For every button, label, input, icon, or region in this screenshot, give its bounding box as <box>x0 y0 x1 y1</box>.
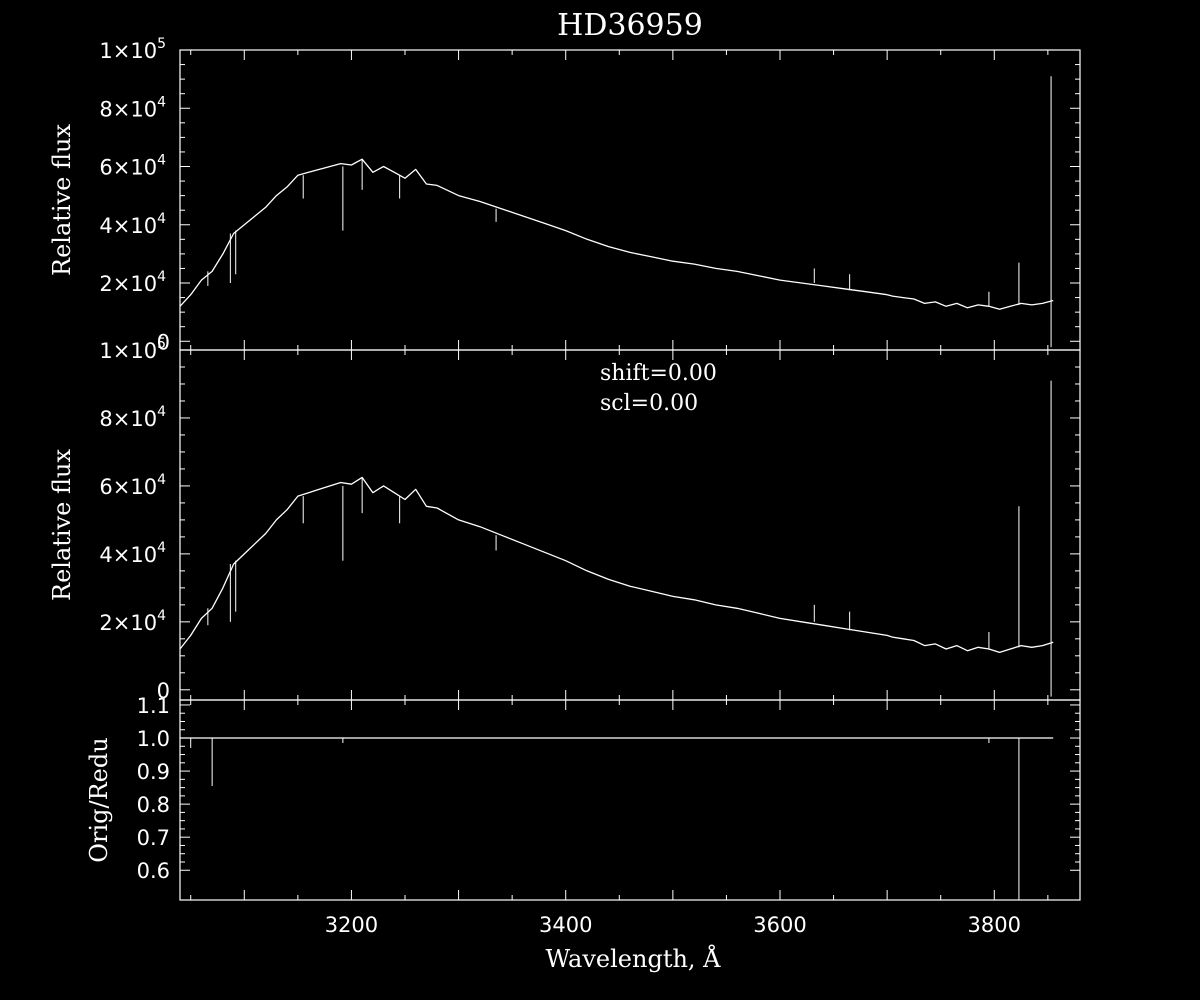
top-y-tick-exponent: 4 <box>157 269 166 285</box>
bottom-y-axis-label: Orig/Redu <box>85 737 113 862</box>
middle-y-tick-exponent: 4 <box>157 472 166 488</box>
x-tick-label: 3600 <box>753 913 806 937</box>
top-series-line <box>179 158 1054 310</box>
shift-annotation: shift=0.00 <box>600 361 717 386</box>
x-tick-label: 3200 <box>325 913 378 937</box>
middle-y-tick-label: 6×104 <box>99 472 166 499</box>
bottom-y-tick-label: 0.8 <box>137 793 170 817</box>
top-y-tick-label: 6×104 <box>99 153 166 180</box>
panel-bottom-frame <box>179 699 1081 901</box>
x-tick-label: 3400 <box>539 913 592 937</box>
bottom-y-tick-label: 0.9 <box>137 760 170 784</box>
middle-y-tick-exponent: 4 <box>157 608 166 624</box>
top-y-tick-exponent: 4 <box>157 153 166 169</box>
bottom-y-tick-label: 1.1 <box>137 694 170 718</box>
x-tick-label: 3800 <box>968 913 1021 937</box>
middle-y-tick-exponent: 4 <box>157 404 166 420</box>
top-y-tick-label: 0 <box>157 330 170 354</box>
middle-series-line <box>179 476 1054 654</box>
top-y-tick-label: 2×104 <box>99 269 166 296</box>
bottom-y-tick-label: 0.6 <box>137 859 170 883</box>
chart-title: HD36959 <box>557 8 703 43</box>
scale-annotation: scl=0.00 <box>600 391 698 416</box>
middle-y-tick-label: 8×104 <box>99 404 166 431</box>
top-y-tick-label: 1×105 <box>99 36 166 63</box>
top-y-tick-label: 8×104 <box>99 94 166 121</box>
middle-y-tick-label: 0 <box>157 679 170 703</box>
middle-y-tick-label: 2×104 <box>99 608 166 635</box>
middle-y-tick-label: 4×104 <box>99 540 166 567</box>
bottom-y-tick-label: 0.7 <box>137 826 170 850</box>
top-y-tick-label: 4×104 <box>99 211 166 238</box>
top-y-axis-label: Relative flux <box>48 124 76 276</box>
middle-y-tick-label: 1×105 <box>99 336 166 363</box>
top-y-tick-exponent: 5 <box>157 36 166 52</box>
top-y-tick-exponent: 4 <box>157 211 166 227</box>
middle-y-tick-exponent: 4 <box>157 540 166 556</box>
middle-y-tick-exponent: 5 <box>157 336 166 352</box>
bottom-y-tick-label: 1.0 <box>137 727 170 751</box>
middle-y-axis-label: Relative flux <box>48 449 76 601</box>
x-axis-label: Wavelength, Å <box>545 944 721 973</box>
chart-marks: 02×1044×1046×1048×1041×10502×1044×1046×1… <box>99 36 1080 937</box>
top-y-tick-exponent: 4 <box>157 94 166 110</box>
